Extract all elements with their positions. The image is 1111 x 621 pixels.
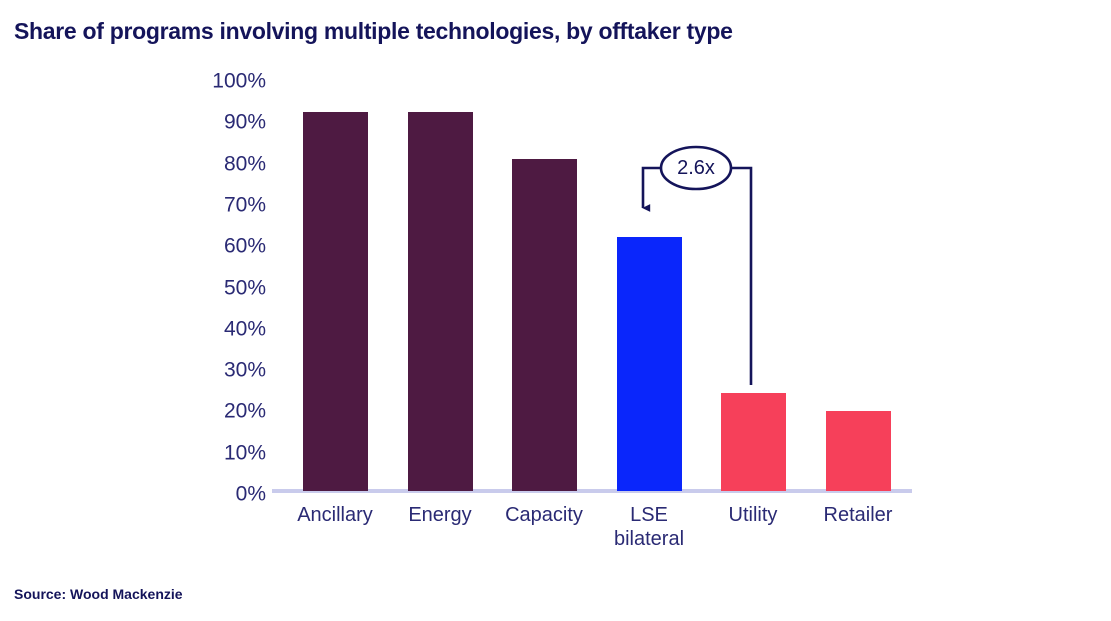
y-tick-label: 40% (223, 317, 266, 341)
y-tick-label: 90% (223, 110, 266, 134)
x-tick-label-retailer: Retailer (823, 504, 893, 526)
source-note: Source: Wood Mackenzie (14, 586, 183, 602)
x-tick-label-utility: Utility (728, 504, 778, 526)
annotation-label: 2.6x (677, 157, 715, 179)
bar-ancillary[interactable] (303, 111, 368, 491)
x-tick-label-capacity: Capacity (505, 504, 583, 526)
y-tick-label: 80% (223, 152, 266, 176)
axis-baseline (272, 489, 912, 493)
y-tick-label: 10% (223, 441, 266, 465)
x-tick-label-ancillary: Ancillary (297, 504, 373, 526)
bar-retailer[interactable] (826, 411, 891, 491)
y-tick-label: 50% (223, 276, 266, 299)
y-axis: 100% 90% 80% 70% 60% 50% 40% 30% 20% 10%… (190, 68, 266, 505)
bar-energy[interactable] (408, 111, 473, 491)
x-tick-label-energy: Energy (408, 504, 472, 526)
y-tick-label: 60% (223, 234, 266, 258)
y-tick-label: 20% (223, 399, 266, 423)
x-tick-label-lse-bilateral: LSE bilateral (613, 504, 685, 550)
bar-lse-bilateral[interactable] (617, 236, 682, 491)
bar-capacity[interactable] (512, 158, 577, 491)
page-title: Share of programs involving multiple tec… (14, 18, 733, 44)
bar-utility[interactable] (721, 392, 786, 491)
y-tick-label: 0% (235, 482, 266, 506)
y-tick-label: 100% (212, 69, 266, 93)
y-tick-label: 70% (223, 193, 266, 217)
y-tick-label: 30% (223, 358, 266, 382)
